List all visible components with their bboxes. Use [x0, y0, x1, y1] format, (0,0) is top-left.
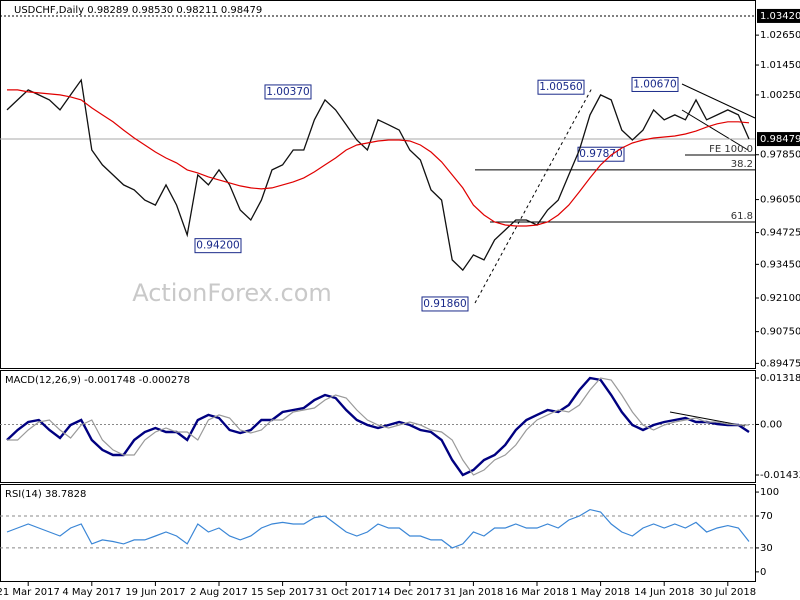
x-tick-label: 1 May 2018: [571, 587, 630, 598]
annotation-label: 1.00370: [266, 86, 309, 98]
macd-panel: [0, 370, 756, 483]
annotation-box: [537, 79, 585, 95]
fib-label: 38.2: [731, 159, 753, 170]
x-tick-label: 16 Mar 2018: [505, 587, 568, 598]
y-tick-label: 30: [760, 543, 773, 554]
watermark: ActionForex.com: [132, 279, 332, 307]
series-line: [7, 89, 750, 227]
y-tick-label: 0.90750: [760, 327, 800, 338]
y-tick-label: 0.89475: [760, 358, 800, 369]
y-tick-label: 0.96050: [760, 195, 800, 206]
high-label: 1.03420: [760, 11, 800, 22]
last-price-label: 0.98479: [760, 134, 800, 145]
fib-label: FE 100.0: [709, 144, 753, 155]
y-tick-label: 70: [760, 511, 773, 522]
annotation-label: 0.94200: [196, 240, 239, 252]
y-tick-label: 1.02650: [760, 30, 800, 41]
rsi-title: RSI(14) 38.7828: [5, 489, 86, 500]
annotation-box: [631, 76, 679, 92]
channel-line: [681, 109, 749, 151]
x-tick-label: 15 Sep 2017: [251, 587, 314, 598]
series-line: [7, 377, 749, 476]
y-tick-label: 1.00250: [760, 90, 800, 101]
x-tick-label: 30 Jul 2018: [699, 587, 756, 598]
x-tick-label: 14 Dec 2017: [378, 587, 442, 598]
x-tick-label: 2 Aug 2017: [190, 587, 248, 598]
annotation-label: 1.00560: [539, 81, 582, 93]
price-title: USDCHF,Daily 0.98289 0.98530 0.98211 0.9…: [14, 5, 262, 16]
high-label-box: [757, 8, 800, 23]
y-tick-label: 100: [760, 487, 779, 498]
last-price-box: [757, 132, 800, 147]
series-line: [6, 508, 750, 549]
macd-title: MACD(12,26,9) -0.001748 -0.000278: [5, 375, 190, 386]
x-tick-label: 31 Jan 2018: [443, 587, 503, 598]
macd-trend-line: [669, 411, 746, 427]
annotation-box: [264, 84, 312, 100]
y-tick-label: 1.01450: [760, 60, 800, 71]
y-tick-label: 0.94725: [760, 228, 800, 239]
y-tick-label: 0.97850: [760, 150, 800, 161]
x-tick-label: 4 May 2017: [62, 587, 121, 598]
series-line: [6, 78, 750, 272]
y-tick-label: 0.013184: [760, 373, 800, 384]
x-tick-label: 14 Jun 2018: [634, 587, 694, 598]
y-tick-label: 0.00: [760, 419, 782, 430]
annotation-box: [421, 296, 469, 312]
trend-line: [474, 87, 593, 304]
y-tick-label: 0.93450: [760, 259, 800, 270]
annotation-box: [194, 238, 242, 254]
annotation-label: 0.91860: [423, 298, 466, 310]
price-panel: [0, 0, 756, 369]
y-tick-label: 0.92100: [760, 293, 800, 304]
series-line: [6, 376, 750, 477]
rsi-panel: [0, 484, 756, 582]
x-tick-label: 19 Jun 2017: [125, 587, 185, 598]
x-tick-label: 31 Oct 2017: [315, 587, 377, 598]
fib-label: 61.8: [731, 211, 753, 222]
x-tick-label: 21 Mar 2017: [0, 587, 60, 598]
annotation-label: 0.97870: [579, 148, 622, 160]
channel-line: [681, 83, 756, 119]
y-tick-label: 0: [760, 567, 766, 578]
y-tick-label: -0.014339: [760, 470, 800, 481]
annotation-label: 1.00670: [633, 78, 676, 90]
